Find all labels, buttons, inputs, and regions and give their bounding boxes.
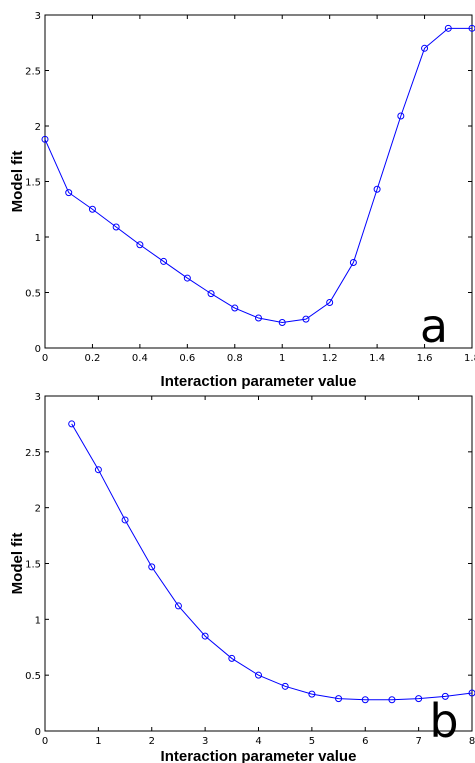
data-point <box>201 632 209 640</box>
y-tick-label: 3 <box>35 11 41 22</box>
data-point <box>421 44 429 52</box>
data-point <box>397 112 405 120</box>
plot-frame <box>44 395 473 732</box>
data-point <box>207 290 215 298</box>
x-tick-label: 1.4 <box>369 353 385 364</box>
x-tick-label: 1 <box>95 736 101 747</box>
data-point <box>373 185 381 193</box>
data-point <box>468 24 475 32</box>
data-point <box>41 135 49 143</box>
plot-frame <box>44 14 473 349</box>
y-tick-label: 3 <box>35 392 41 403</box>
y-tick-label: 2.5 <box>25 67 41 78</box>
series-line <box>71 423 473 701</box>
y-tick-label: 1.5 <box>25 178 41 189</box>
y-tick-label: 2 <box>35 122 41 133</box>
x-tick-label: 1.6 <box>417 353 433 364</box>
x-tick-label: 2 <box>149 736 155 747</box>
y-axis-label: Model fit <box>9 151 26 213</box>
y-tick-label: 0 <box>35 727 41 738</box>
data-point <box>255 314 262 322</box>
data-point <box>112 223 120 231</box>
x-tick-label: 5 <box>309 736 315 747</box>
panel-label: a <box>420 299 448 353</box>
x-tick-label: 1.2 <box>322 353 338 364</box>
x-tick-label: 1 <box>279 353 285 364</box>
data-point <box>281 682 289 690</box>
y-tick-label: 0.5 <box>25 671 41 682</box>
x-tick-label: 6 <box>362 736 368 747</box>
data-point <box>278 318 286 326</box>
y-tick-label: 2.5 <box>25 448 41 459</box>
data-point <box>335 695 343 703</box>
x-tick-label: 0 <box>42 736 48 747</box>
x-tick-label: 0.4 <box>132 353 148 364</box>
x-tick-label: 0.6 <box>179 353 195 364</box>
data-point <box>136 241 144 249</box>
x-tick-label: 0.2 <box>84 353 100 364</box>
data-point <box>68 420 76 428</box>
x-axis-label: Interaction parameter value <box>161 748 357 763</box>
data-point <box>326 298 334 306</box>
data-point <box>148 563 156 571</box>
series-line <box>44 27 472 323</box>
data-point <box>302 315 310 323</box>
y-tick-label: 0.5 <box>25 289 41 300</box>
x-axis-label: Interaction parameter value <box>161 373 357 390</box>
y-tick-label: 1.5 <box>25 560 41 571</box>
data-point <box>255 671 262 679</box>
y-tick-label: 1 <box>35 615 41 626</box>
data-point <box>231 304 239 312</box>
panel-label: b <box>429 694 458 748</box>
data-point <box>349 259 357 267</box>
data-point <box>468 689 475 697</box>
data-point <box>415 695 423 703</box>
x-tick-label: 8 <box>469 736 475 747</box>
y-tick-label: 1 <box>35 233 41 244</box>
y-axis-label: Model fit <box>9 533 26 595</box>
data-point <box>388 696 396 704</box>
data-point <box>228 654 236 662</box>
x-tick-label: 3 <box>202 736 208 747</box>
data-point <box>183 274 191 282</box>
x-tick-label: 0.8 <box>227 353 243 364</box>
data-point <box>441 692 449 700</box>
x-tick-label: 0 <box>42 353 48 364</box>
data-point <box>308 690 316 698</box>
y-tick-label: 2 <box>35 504 41 515</box>
data-point <box>361 696 369 704</box>
data-point <box>88 205 96 213</box>
chart-panel-a: 0 0.2 0.4 0.6 0.8 1 1.2 1.4 1.6 1.8 0 0.5 1 1.5 2 2.5 3 I… <box>9 11 475 390</box>
x-tick-label: 7 <box>415 736 421 747</box>
data-point <box>444 24 452 32</box>
data-point <box>65 189 73 197</box>
data-point <box>94 466 102 474</box>
data-point <box>121 516 129 524</box>
y-tick-label: 0 <box>35 344 41 355</box>
x-tick-label: 1.8 <box>464 353 475 364</box>
data-point <box>160 257 168 265</box>
data-point <box>174 602 182 610</box>
x-tick-label: 4 <box>255 736 261 747</box>
